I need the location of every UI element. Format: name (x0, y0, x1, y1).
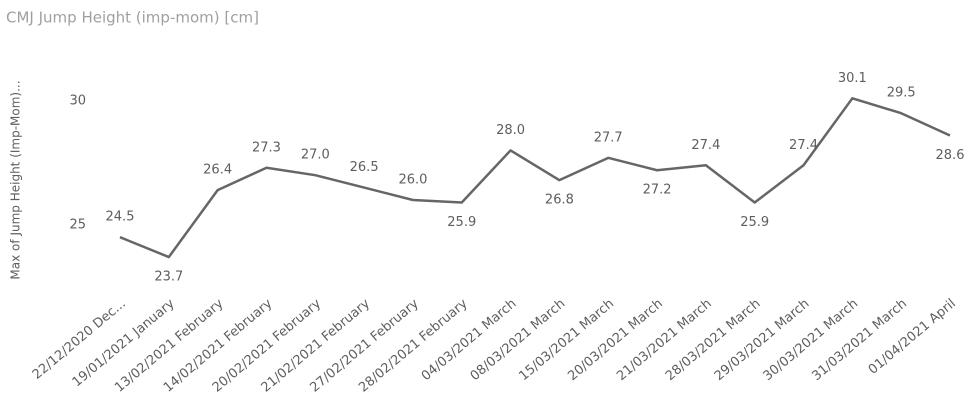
y-tick-label: 30 (69, 93, 86, 108)
data-label: 29.5 (887, 86, 916, 101)
data-label: 26.8 (545, 193, 574, 208)
data-label: 27.3 (252, 140, 281, 155)
data-label: 25.9 (740, 215, 769, 230)
data-label: 27.2 (643, 183, 672, 198)
data-label: 26.5 (350, 160, 379, 175)
data-label: 30.1 (838, 71, 867, 86)
data-label: 27.4 (691, 138, 720, 153)
data-label: 27.7 (594, 130, 623, 145)
data-label: 26.0 (398, 173, 427, 188)
data-label: 23.7 (154, 270, 183, 285)
data-label: 24.5 (106, 210, 135, 225)
line (119, 97, 951, 259)
data-label: 27.0 (301, 148, 330, 163)
data-label: 27.4 (789, 138, 818, 153)
y-axis-title: Max of Jump Height (Imp-Mom)... (9, 80, 23, 279)
data-label: 28.6 (936, 148, 965, 163)
y-tick-label: 25 (69, 217, 86, 232)
data-label: 26.4 (203, 163, 232, 178)
data-label: 25.9 (447, 215, 476, 230)
data-label: 28.0 (496, 123, 525, 138)
x-tick-label: 31/03/2021 March (809, 296, 910, 384)
chart-title: CMJ Jump Height (imp-mom) [cm] (6, 9, 259, 27)
x-tick-label: 01/04/2021 April (866, 296, 959, 377)
